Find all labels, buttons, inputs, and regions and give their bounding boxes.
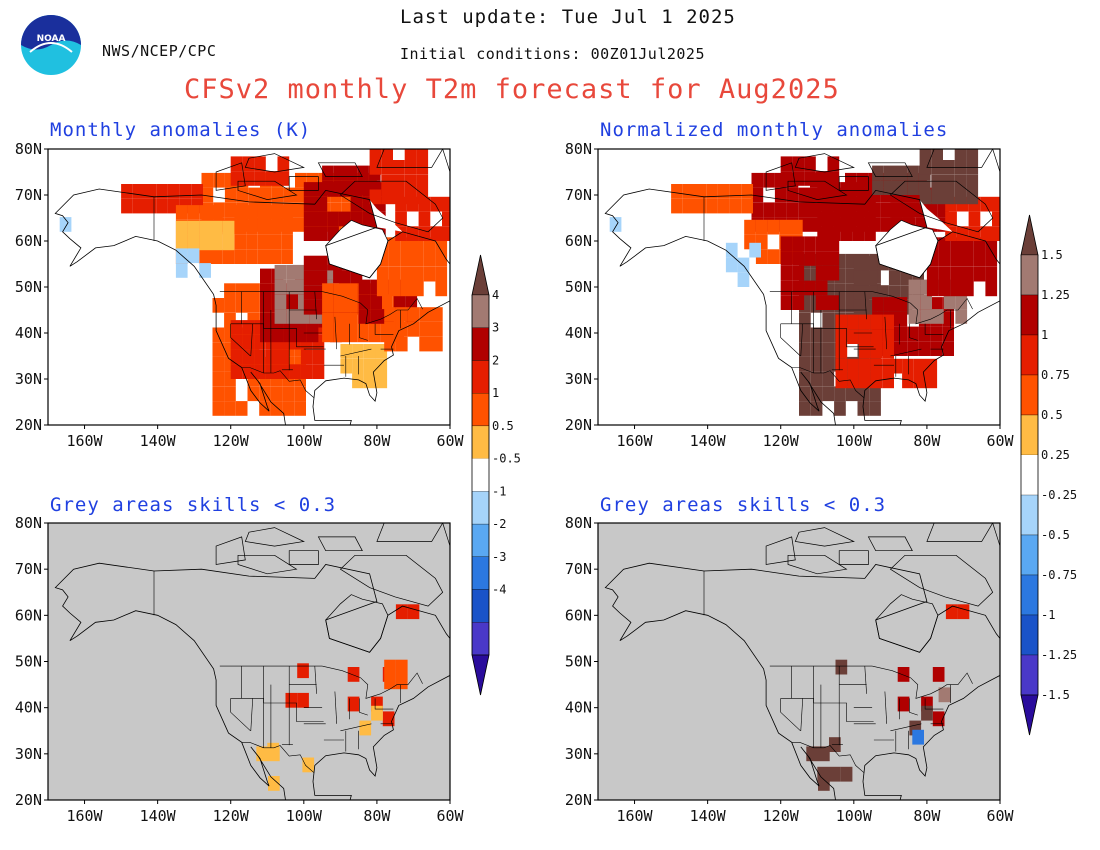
lat-tick-label: 30N	[15, 745, 42, 763]
lon-tick-label: 80W	[913, 807, 941, 825]
noaa-logo: NOAA	[20, 14, 82, 76]
lat-tick-label: 40N	[565, 324, 592, 342]
lon-tick-label: 80W	[363, 432, 391, 450]
colorbar-label: 4	[492, 288, 499, 302]
lat-tick-label: 80N	[565, 514, 592, 532]
map-panel-tr: 80N 70N 60N 50N 40N 30N 20N 160W 140W 120W 100W 80W…	[565, 140, 1015, 450]
lon-tick-label: 140W	[140, 807, 177, 825]
lat-tick-label: 60N	[15, 232, 42, 250]
lat-tick-label: 70N	[15, 560, 42, 578]
colorbar-label: 0.25	[1041, 448, 1070, 462]
logo-text: NOAA	[36, 34, 66, 44]
lon-tick-label: 120W	[213, 432, 250, 450]
lat-tick-label: 20N	[565, 416, 592, 434]
lon-tick-label: 120W	[763, 432, 800, 450]
lon-tick-label: 60W	[986, 432, 1014, 450]
map-panel-bl: 80N 70N 60N 50N 40N 30N 20N 160W 140W 120W 100W 80W…	[15, 514, 465, 825]
colorbar-label: -0.75	[1041, 568, 1077, 582]
lon-tick-label: 160W	[616, 807, 653, 825]
lon-tick-label: 160W	[66, 807, 103, 825]
lat-tick-label: 40N	[15, 324, 42, 342]
lat-tick-label: 20N	[15, 416, 42, 434]
colorbar-label: 1.5	[1041, 248, 1063, 262]
colorbar-label: 1	[492, 386, 499, 400]
lon-tick-label: 140W	[690, 807, 727, 825]
map-panel-br: 80N 70N 60N 50N 40N 30N 20N 160W 140W 120W 100W 80W…	[565, 514, 1015, 825]
coastlines-and-borders	[54, 149, 450, 425]
last-update: Last update: Tue Jul 1 2025	[400, 6, 736, 28]
lat-tick-label: 80N	[565, 140, 592, 158]
colorbar-label: 3	[492, 321, 499, 335]
colorbar-label: -4	[492, 583, 506, 597]
lon-tick-label: 140W	[140, 432, 177, 450]
colorbar-label: 0.5	[1041, 408, 1063, 422]
lat-tick-label: 30N	[565, 370, 592, 388]
lon-tick-label: 100W	[836, 432, 873, 450]
coastlines-and-borders	[604, 523, 1000, 800]
colorbar-label: -1	[492, 484, 506, 498]
lat-tick-label: 40N	[15, 699, 42, 717]
initial-conditions: Initial conditions: 00Z01Jul2025	[400, 45, 705, 63]
lat-tick-label: 30N	[15, 370, 42, 388]
map-background	[598, 523, 1000, 800]
lat-tick-label: 30N	[565, 745, 592, 763]
colorbar-label: -0.5	[1041, 528, 1070, 542]
colorbar-label: 0.75	[1041, 368, 1070, 382]
colorbar-label: -1.25	[1041, 648, 1077, 662]
lon-tick-label: 60W	[436, 432, 464, 450]
lat-tick-label: 80N	[15, 140, 42, 158]
colorbar-label: -0.25	[1041, 488, 1077, 502]
panel-title-br: Grey areas skills < 0.3	[600, 494, 887, 516]
panel-title-tr: Normalized monthly anomalies	[600, 119, 949, 141]
lat-tick-label: 50N	[15, 653, 42, 671]
colorbar-label: 0.5	[492, 419, 514, 433]
lat-tick-label: 20N	[565, 791, 592, 809]
lon-tick-label: 120W	[213, 807, 250, 825]
lon-tick-label: 80W	[913, 432, 941, 450]
colorbar-label: -3	[492, 550, 506, 564]
map-background	[48, 523, 450, 800]
colorbar-label: -1.5	[1041, 688, 1070, 702]
lon-tick-label: 100W	[286, 432, 323, 450]
lon-tick-label: 80W	[363, 807, 391, 825]
lon-tick-label: 140W	[690, 432, 727, 450]
colorbar-normalized: 1.5 1.25 1 0.75 0.5 0.25 -0.25 -0.5 -0.75 -1 -1.25…	[1020, 214, 1077, 736]
lat-tick-label: 50N	[565, 278, 592, 296]
panel-title-bl: Grey areas skills < 0.3	[50, 494, 337, 516]
lat-tick-label: 60N	[565, 606, 592, 624]
lat-tick-label: 70N	[15, 186, 42, 204]
lat-tick-label: 50N	[565, 653, 592, 671]
lon-tick-label: 160W	[616, 432, 653, 450]
colorbar-label: -1	[1041, 608, 1055, 622]
lon-tick-label: 120W	[763, 807, 800, 825]
map-panel-tl: 80N 70N 60N 50N 40N 30N 20N 160W 140W 120W 100W 80W…	[15, 140, 465, 450]
colorbar-label: -2	[492, 517, 506, 531]
coastlines-and-borders	[604, 149, 1000, 425]
lat-tick-label: 60N	[565, 232, 592, 250]
lat-tick-label: 60N	[15, 606, 42, 624]
lat-tick-label: 40N	[565, 699, 592, 717]
lon-tick-label: 160W	[66, 432, 103, 450]
lat-tick-label: 50N	[15, 278, 42, 296]
agency-label: NWS/NCEP/CPC	[102, 42, 217, 60]
colorbar-label: 1.25	[1041, 288, 1070, 302]
lon-tick-label: 100W	[836, 807, 873, 825]
lon-tick-label: 100W	[286, 807, 323, 825]
coastlines-and-borders	[54, 523, 450, 800]
colorbar-anomaly: 4 3 2 1 0.5 -0.5 -1 -2 -3 -4	[471, 254, 521, 696]
colorbar-label: -0.5	[492, 452, 521, 466]
lon-tick-label: 60W	[986, 807, 1014, 825]
lat-tick-label: 70N	[565, 186, 592, 204]
lon-tick-label: 60W	[436, 807, 464, 825]
colorbar-label: 2	[492, 353, 499, 367]
main-title: CFSv2 monthly T2m forecast for Aug2025	[184, 74, 840, 105]
lat-tick-label: 80N	[15, 514, 42, 532]
lat-tick-label: 20N	[15, 791, 42, 809]
colorbar-label: 1	[1041, 328, 1048, 342]
lat-tick-label: 70N	[565, 560, 592, 578]
panel-title-tl: Monthly anomalies (K)	[50, 119, 312, 141]
